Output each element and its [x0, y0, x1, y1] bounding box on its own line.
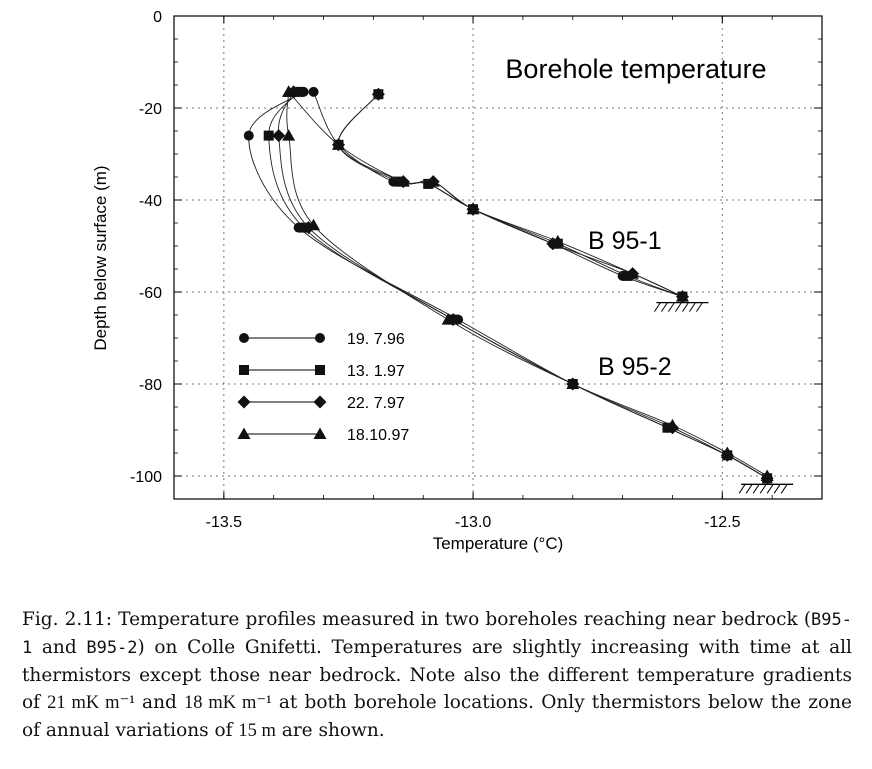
data-point	[675, 290, 689, 302]
x-tick-labels: -13.5 -13.0 -12.5	[206, 514, 741, 531]
legend-label: 18.10.97	[347, 427, 409, 444]
bedrock-hatch	[654, 302, 661, 312]
data-point	[307, 218, 321, 231]
series-line	[338, 93, 683, 298]
series-line	[286, 91, 768, 477]
legend-label: 22. 7.97	[347, 395, 405, 412]
y-tick-label: -40	[139, 193, 162, 210]
bedrock-hatch	[752, 484, 760, 494]
x-tick-label: -12.5	[704, 514, 741, 531]
series-line	[338, 93, 683, 298]
data-series	[243, 85, 774, 485]
legend-marker	[315, 365, 325, 375]
y-tick-label: -80	[139, 377, 162, 394]
series-line	[248, 91, 768, 479]
data-point	[243, 130, 254, 141]
y-axis-label: Depth below surface (m)	[91, 165, 110, 350]
legend-marker	[315, 333, 325, 343]
bedrock-hatch	[675, 302, 682, 312]
data-point	[720, 446, 734, 458]
caption-gradient-2: 18 mK m⁻¹	[183, 693, 272, 713]
y-tick-label: -60	[139, 285, 162, 302]
legend-marker	[239, 365, 249, 375]
data-point	[423, 178, 434, 189]
data-point	[308, 86, 319, 97]
annotation-b95-2: B 95-2	[598, 353, 672, 381]
bedrock-hatch	[661, 302, 668, 312]
chart-title: Borehole temperature	[505, 54, 766, 84]
caption-text-2: and	[32, 637, 87, 658]
legend-label: 19. 7.96	[347, 331, 405, 348]
bedrock-hatch	[668, 302, 675, 312]
caption-text-3: ) on Colle Gnifetti. Temperatures are sl…	[22, 637, 852, 713]
legend-marker	[237, 395, 251, 409]
caption-text-6: are shown.	[275, 720, 385, 741]
data-point	[371, 87, 385, 101]
legend-marker	[239, 333, 249, 343]
bedrock-hatch	[738, 484, 746, 494]
x-tick-label: -13.5	[206, 514, 243, 531]
data-point	[272, 129, 286, 143]
caption-code-b95-1: B95-1	[22, 610, 852, 658]
bedrock-hatch	[696, 302, 703, 312]
data-point	[441, 313, 455, 325]
bedrock-hatch	[689, 302, 696, 312]
figure-caption: Fig. 2.11: Temperature profiles measured…	[22, 606, 852, 745]
legend-label: 13. 1.97	[347, 363, 405, 380]
plot-frame	[173, 15, 823, 500]
legend-marker	[313, 427, 327, 439]
data-point	[622, 270, 633, 281]
data-point	[396, 175, 410, 187]
caption-depth: 15 m	[238, 721, 276, 741]
data-point	[626, 267, 640, 279]
y-tick-labels: 0 -20 -40 -60 -80 -100	[130, 9, 162, 486]
annotation-b95-1: B 95-1	[588, 227, 662, 255]
legend-marker	[313, 395, 327, 409]
data-point	[331, 138, 345, 150]
axis-ticks	[173, 15, 823, 500]
caption-text-5: at both borehole locations. Only thermis…	[22, 692, 852, 741]
y-tick-label: -100	[130, 469, 162, 486]
bedrock-hatch	[766, 484, 774, 494]
data-point	[566, 377, 580, 389]
series-line	[313, 91, 683, 298]
bedrock-hatch	[759, 484, 767, 494]
series-line	[288, 91, 683, 298]
caption-gradient-1: 21 mK m⁻¹	[47, 693, 135, 713]
x-tick-label: -13.0	[455, 514, 492, 531]
bedrock-hatch	[682, 302, 689, 312]
data-point	[282, 85, 296, 97]
data-point	[466, 202, 480, 215]
grid-lines	[174, 16, 822, 499]
caption-code-b95-2: B95-2	[86, 638, 138, 658]
x-axis-label: Temperature (°C)	[433, 534, 564, 553]
bedrock-hatch	[745, 484, 753, 494]
data-point	[263, 130, 274, 141]
caption-text-4: and	[134, 692, 184, 713]
borehole-temperature-chart: -13.5 -13.0 -12.5 0 -20 -40 -60 -80 -100 Temper…	[91, 9, 823, 553]
y-tick-label: 0	[153, 9, 162, 26]
series-line	[278, 91, 768, 479]
data-point	[665, 418, 679, 431]
legend: 19. 7.96 13. 1.97 22. 7.97 18.10.97	[237, 331, 409, 444]
data-point	[551, 234, 565, 247]
legend-marker	[237, 427, 251, 439]
caption-text-1: Fig. 2.11: Temperature profiles measured…	[22, 609, 812, 630]
data-point	[426, 175, 440, 187]
y-tick-label: -20	[139, 101, 162, 118]
bedrock-hatch	[773, 484, 781, 494]
bedrock-hatch	[780, 484, 788, 494]
data-point	[760, 469, 774, 481]
bedrock-hatch-symbols	[654, 301, 794, 494]
data-point	[282, 129, 296, 141]
